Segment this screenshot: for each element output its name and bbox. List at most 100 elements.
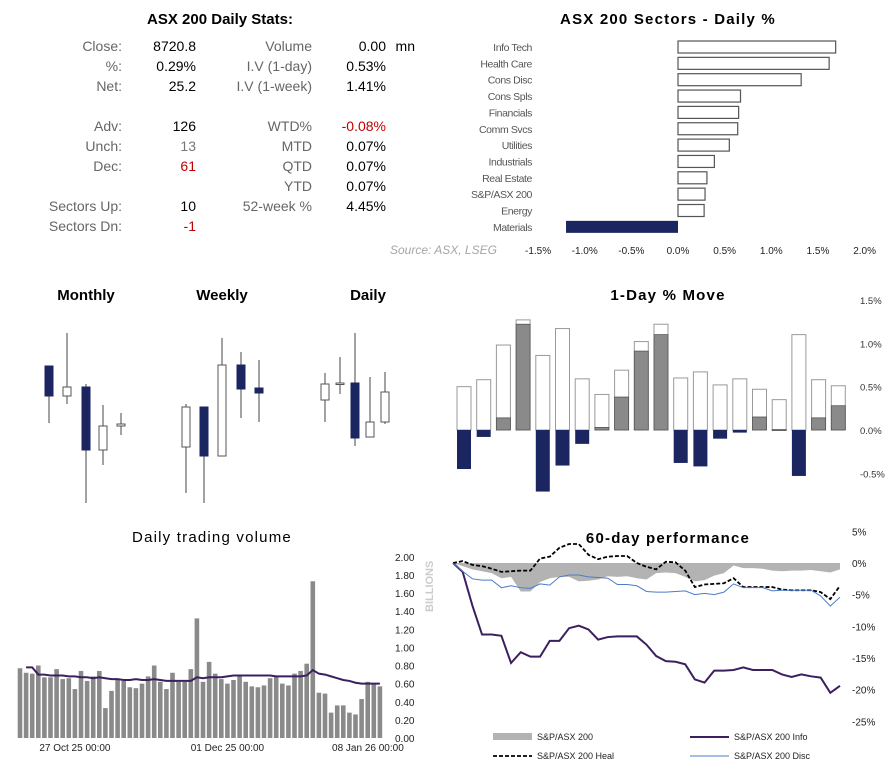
y-tick-label: 0.0% (860, 426, 882, 437)
stat-label: I.V (1-week) (236, 78, 312, 94)
day-close-bar (811, 417, 826, 431)
weekly-candle (181, 406, 191, 448)
volume-bar (206, 661, 212, 738)
legend-label: S&P/ASX 200 (537, 732, 593, 742)
y-axis-label: BILLIONS (424, 561, 436, 612)
x-tick-label: 1.5% (807, 246, 830, 257)
day-range-bar (574, 378, 590, 431)
y-tick-label: -5% (852, 591, 870, 602)
volume-bar (23, 672, 29, 738)
day-close-bar (515, 323, 531, 431)
sector-bar (566, 220, 678, 233)
day-low-bar (476, 430, 491, 437)
volume-bar (341, 705, 346, 738)
daily-chart-title: Daily (350, 287, 386, 304)
day-range-bar (476, 379, 492, 431)
day-low-bar (535, 430, 550, 492)
day-low-bar (713, 430, 728, 439)
day-range-bar (495, 344, 511, 431)
volume-bar (261, 685, 267, 738)
stat-value: 0.29% (156, 58, 196, 74)
stat-value: -1 (183, 218, 196, 234)
day-range-bar (712, 384, 728, 431)
volume-bar (200, 681, 206, 738)
volume-bar (359, 699, 364, 738)
daily-candle (335, 382, 345, 385)
x-tick-label: 08 Jan 26 00:00 (332, 743, 404, 754)
day-range-bar (456, 386, 472, 431)
volume-bar (103, 708, 108, 738)
y-tick-label: 0.60 (395, 680, 415, 691)
volume-bar (158, 681, 163, 738)
day-low-bar (555, 430, 570, 466)
day-range-bar (771, 399, 787, 431)
volume-bar (90, 676, 96, 738)
x-tick-label: -1.0% (572, 246, 598, 257)
day-close-bar (771, 429, 787, 431)
sector-bar (677, 138, 730, 152)
volume-bar (84, 680, 90, 738)
x-tick-label: 2.0% (853, 246, 876, 257)
stat-label: 52-week % (242, 198, 312, 214)
series-line (452, 562, 841, 607)
volume-bar (304, 663, 309, 738)
stat-label: Net: (96, 78, 122, 94)
day-low-bar (732, 430, 747, 433)
day-range-bar (791, 334, 807, 431)
volume-bar (273, 676, 279, 738)
sector-bar (677, 56, 830, 70)
volume-bar (292, 673, 297, 738)
volume-bar (176, 681, 181, 738)
day-close-bar (653, 334, 669, 431)
sector-bar (677, 203, 705, 218)
y-tick-label: 1.40 (395, 607, 415, 618)
stats-title: ASX 200 Daily Stats: (147, 11, 293, 28)
stat-label: Adv: (93, 118, 122, 134)
sector-label: Energy (501, 206, 533, 218)
perf60-chart-title: 60-day performance (585, 530, 751, 547)
volume-bar (145, 676, 151, 738)
volume-bar (322, 693, 328, 738)
day-range-bar (673, 377, 689, 431)
volume-bar (151, 665, 157, 738)
sector-bar (677, 73, 802, 87)
stat-label: Sectors Up: (48, 198, 122, 214)
day-low-bar (693, 430, 708, 467)
day-close-bar (614, 396, 629, 431)
y-tick-label: 1.0% (860, 339, 882, 350)
day-range-bar (535, 354, 551, 431)
x-tick-label: 27 Oct 25 00:00 (39, 743, 111, 754)
day-low-bar (575, 430, 590, 444)
volume-bar (139, 683, 145, 738)
sector-bar (677, 187, 706, 201)
day-low-bar (673, 430, 688, 463)
volume-bar (365, 681, 370, 738)
volume-bar (66, 678, 72, 738)
volume-bar (280, 683, 285, 738)
volume-bar (225, 683, 230, 738)
weekly-candle (236, 364, 246, 390)
day-close-bar (830, 405, 846, 431)
y-tick-label: 2.00 (395, 553, 415, 564)
sector-bar (677, 122, 739, 136)
volume-bar (127, 687, 133, 738)
stat-label: MTD (281, 138, 312, 154)
y-tick-label: 1.00 (395, 643, 415, 654)
stat-unit: mn (395, 38, 415, 54)
day-range-bar (732, 378, 748, 431)
volume-bar (377, 686, 383, 738)
one-day-move-title: 1-Day % Move (610, 287, 726, 304)
volume-chart-title: Daily trading volume (132, 529, 292, 546)
monthly-chart-title: Monthly (57, 287, 115, 304)
x-tick-label: -1.5% (525, 246, 551, 257)
stat-value: 1.41% (346, 78, 386, 94)
volume-bar (231, 680, 236, 738)
weekly-candle (199, 406, 209, 457)
volume-bar (17, 668, 23, 738)
stat-label: QTD (282, 158, 312, 174)
volume-bar (347, 712, 352, 738)
sector-label: Comm Svcs (479, 124, 532, 136)
stat-label: Dec: (93, 158, 122, 174)
volume-bar (249, 686, 255, 738)
monthly-candle (98, 425, 108, 451)
